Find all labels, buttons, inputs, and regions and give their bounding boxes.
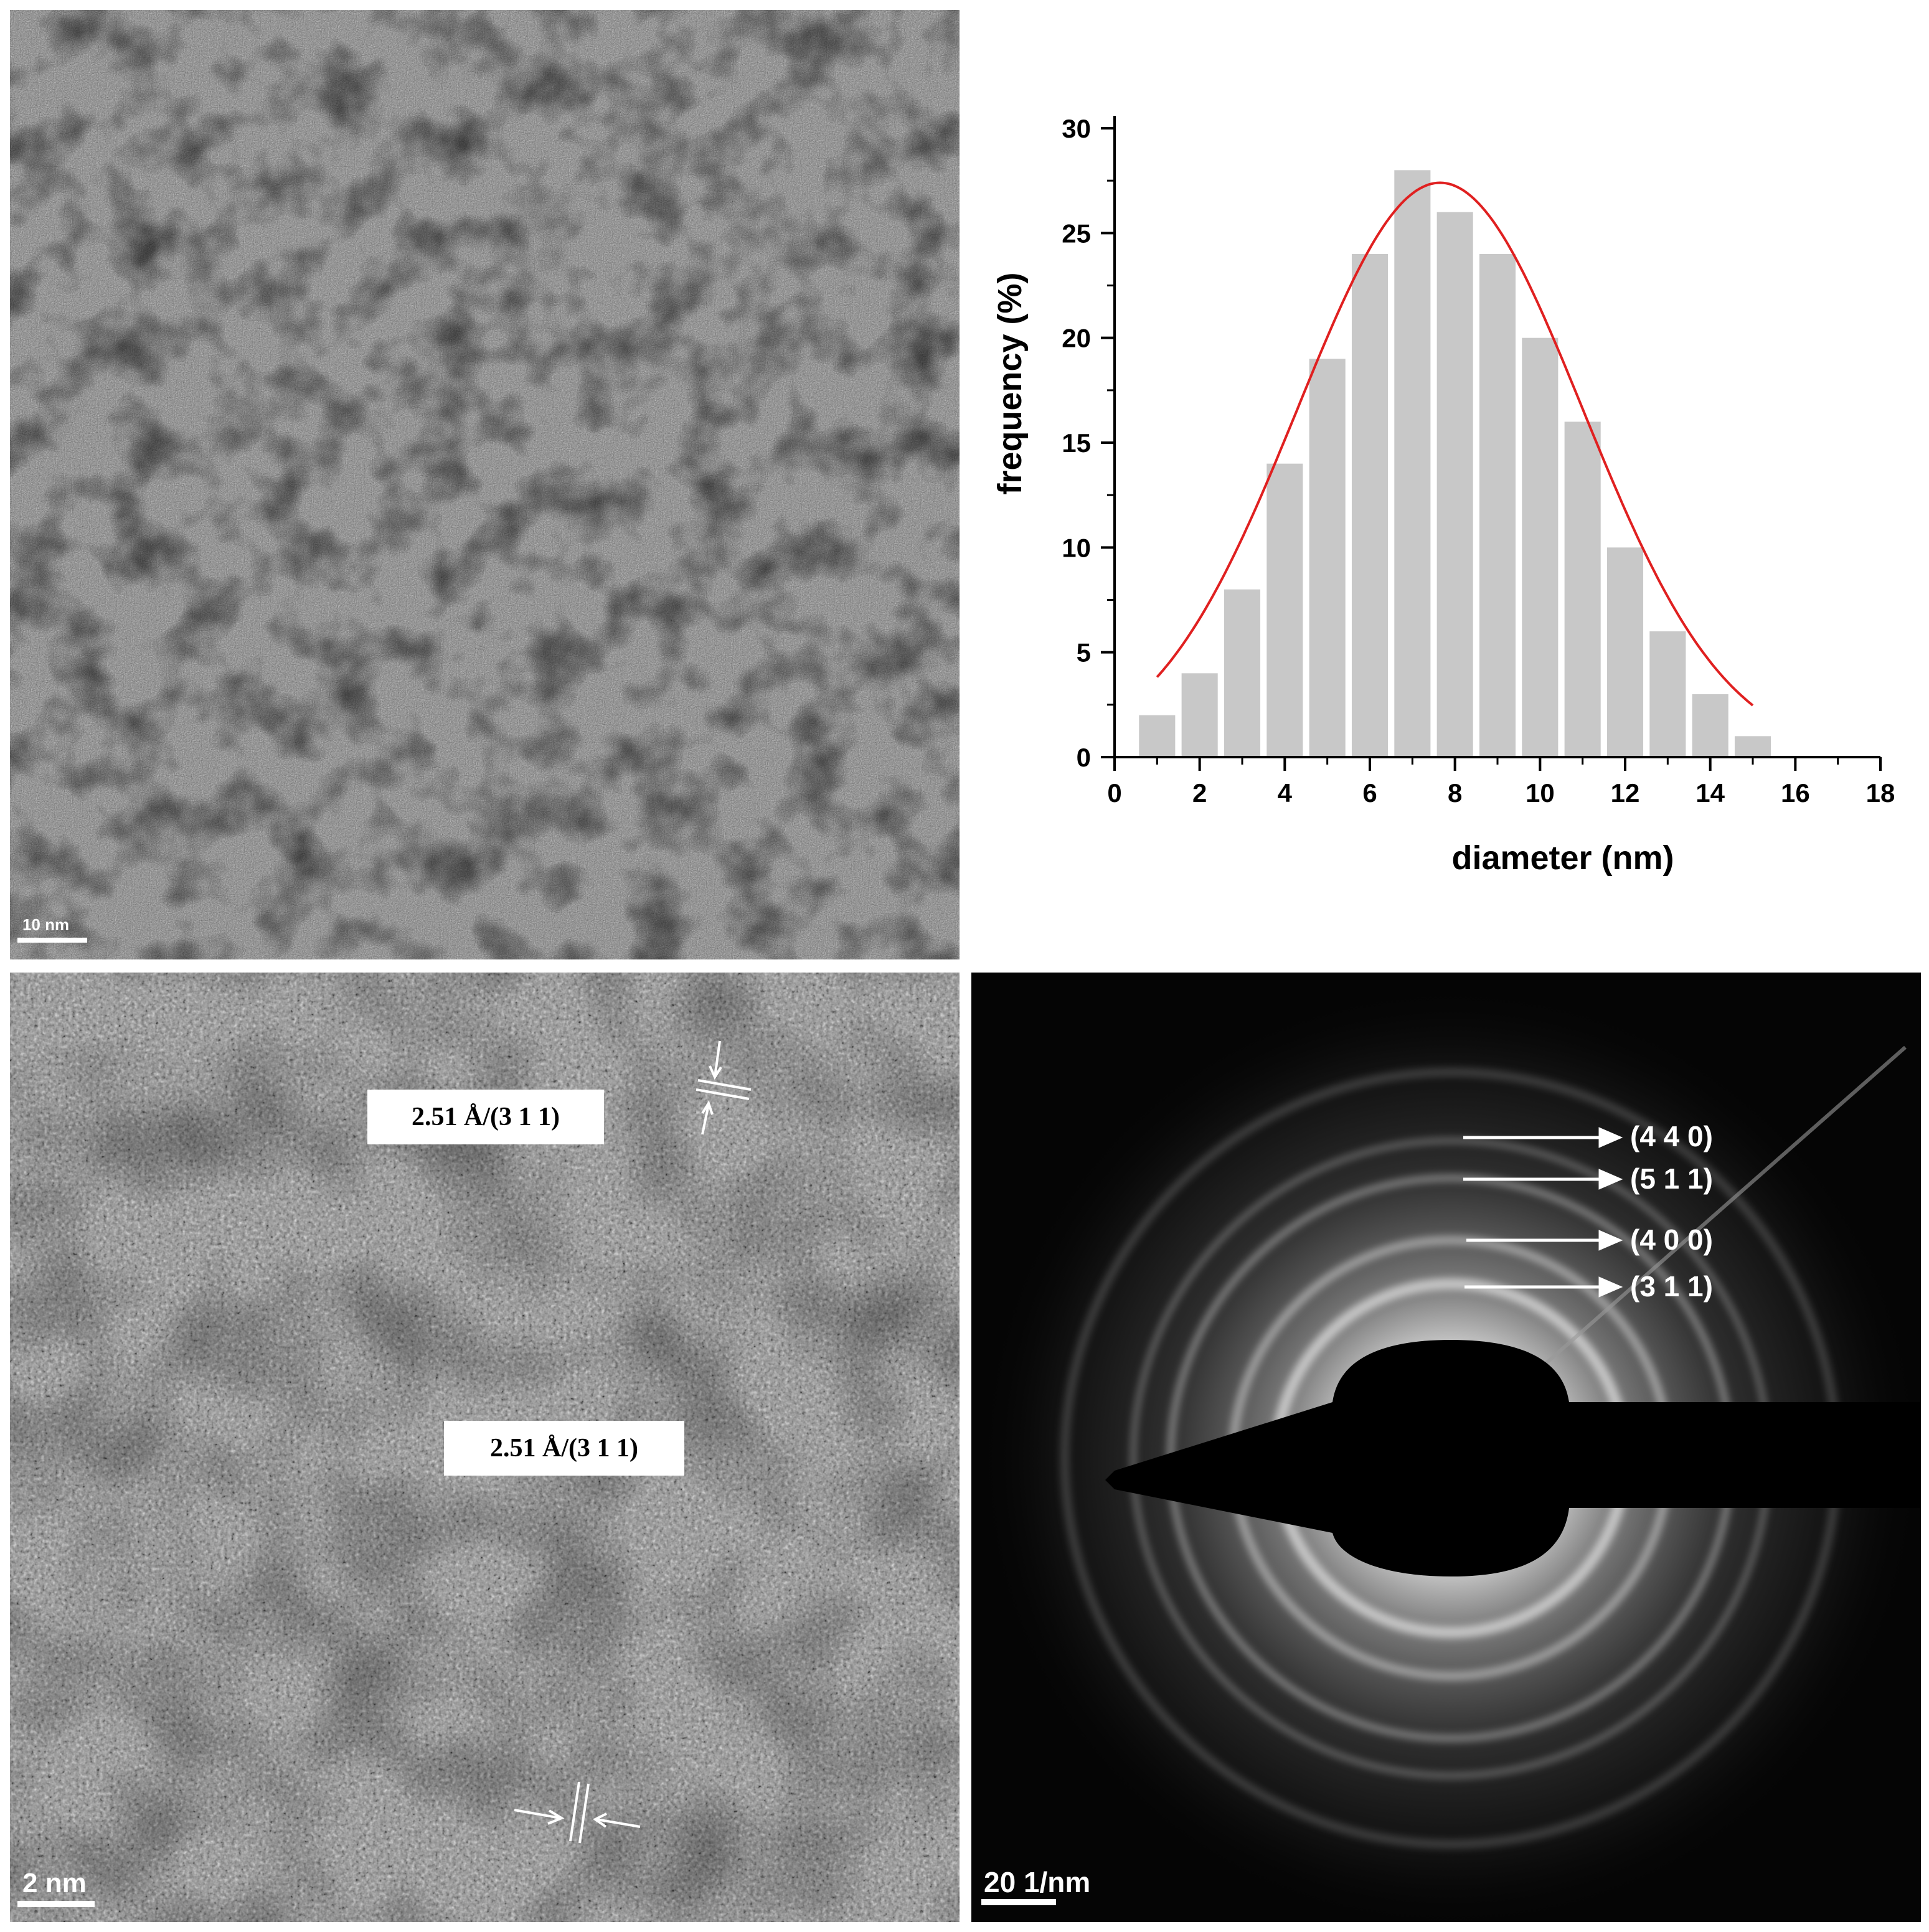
histogram-svg: 0 2 4 6 8 10 12 14 16 18 0 5 10 15 20 25 30 diameter (nm…: [991, 114, 1895, 877]
saed-scale-label: 20 1/nm: [984, 1866, 1091, 1898]
histogram-bar: [1139, 715, 1176, 757]
histogram-bar: [1564, 422, 1601, 757]
x-tick-label: 6: [1362, 778, 1377, 808]
beam-stop: [1105, 1340, 1921, 1576]
y-tick-label: 0: [1077, 743, 1091, 772]
histogram-bar: [1734, 736, 1771, 757]
ring-label-440: (4 4 0): [1630, 1120, 1713, 1152]
lattice-spacing-marker-middle: [514, 1781, 641, 1844]
histogram-bar: [1309, 359, 1346, 757]
lattice-annotation-middle: 2.51 Å/(3 1 1): [444, 1421, 684, 1476]
ring-label-400: (4 0 0): [1630, 1223, 1713, 1256]
y-tick-label: 5: [1077, 638, 1091, 667]
histogram-bar: [1224, 589, 1261, 757]
ring-index-arrows: [1463, 1127, 1623, 1298]
histogram-bar: [1692, 694, 1729, 757]
x-tick-label: 12: [1611, 778, 1640, 808]
histogram-bar: [1649, 631, 1686, 757]
x-tick-label: 18: [1866, 778, 1895, 808]
y-tick-label: 15: [1062, 428, 1091, 458]
y-tick-label: 25: [1062, 219, 1091, 248]
lattice-annotation-top: 2.51 Å/(3 1 1): [367, 1090, 604, 1144]
histogram-bar: [1479, 254, 1516, 757]
y-axis-label: frequency (%): [991, 272, 1029, 494]
x-tick-label: 0: [1107, 778, 1121, 808]
x-tick-label: 10: [1526, 778, 1555, 808]
x-tick-label: 8: [1448, 778, 1462, 808]
saed-diffraction-pattern: [971, 973, 1921, 1922]
histogram-bar: [1351, 254, 1389, 757]
size-distribution-chart: 0 2 4 6 8 10 12 14 16 18 0 5 10 15 20 25 30 diameter (nm…: [971, 10, 1929, 959]
saed-scale-bar: [981, 1899, 1056, 1905]
histogram-bar: [1181, 673, 1218, 757]
lattice-spacing-marker-top: [696, 1040, 752, 1135]
tem-scale-label: 10 nm: [22, 915, 70, 934]
x-tick-label: 14: [1696, 778, 1725, 808]
hrtem-scale-label: 2 nm: [22, 1868, 87, 1898]
histogram-bar: [1606, 547, 1644, 757]
y-tick-label: 20: [1062, 324, 1091, 353]
ring-label-311: (3 1 1): [1630, 1270, 1713, 1303]
ring-label-511: (5 1 1): [1630, 1162, 1713, 1195]
histogram-bar: [1266, 463, 1303, 757]
histogram-bar: [1522, 337, 1559, 757]
saed-pattern-panel: (4 4 0) (5 1 1) (4 0 0) (3 1 1) 20 1/nm: [971, 973, 1921, 1922]
tem-image-panel: 10 nm: [10, 10, 960, 959]
x-tick-label: 2: [1192, 778, 1207, 808]
tem-scale-bar: [17, 938, 87, 943]
hrtem-scale-bar: [17, 1901, 95, 1907]
x-axis-label: diameter (nm): [1451, 839, 1674, 877]
histogram-bar: [1436, 212, 1473, 758]
tem-micrograph: [10, 10, 960, 959]
hrtem-image-panel: 2.51 Å/(3 1 1) 2.51 Å/(3 1 1) 2 nm: [10, 973, 960, 1922]
y-tick-label: 30: [1062, 114, 1091, 143]
x-tick-label: 4: [1278, 778, 1293, 808]
histogram-bar: [1394, 170, 1431, 757]
y-tick-label: 10: [1062, 533, 1091, 562]
gaussian-fit-curve: [1156, 181, 1754, 707]
x-tick-label: 16: [1781, 778, 1810, 808]
